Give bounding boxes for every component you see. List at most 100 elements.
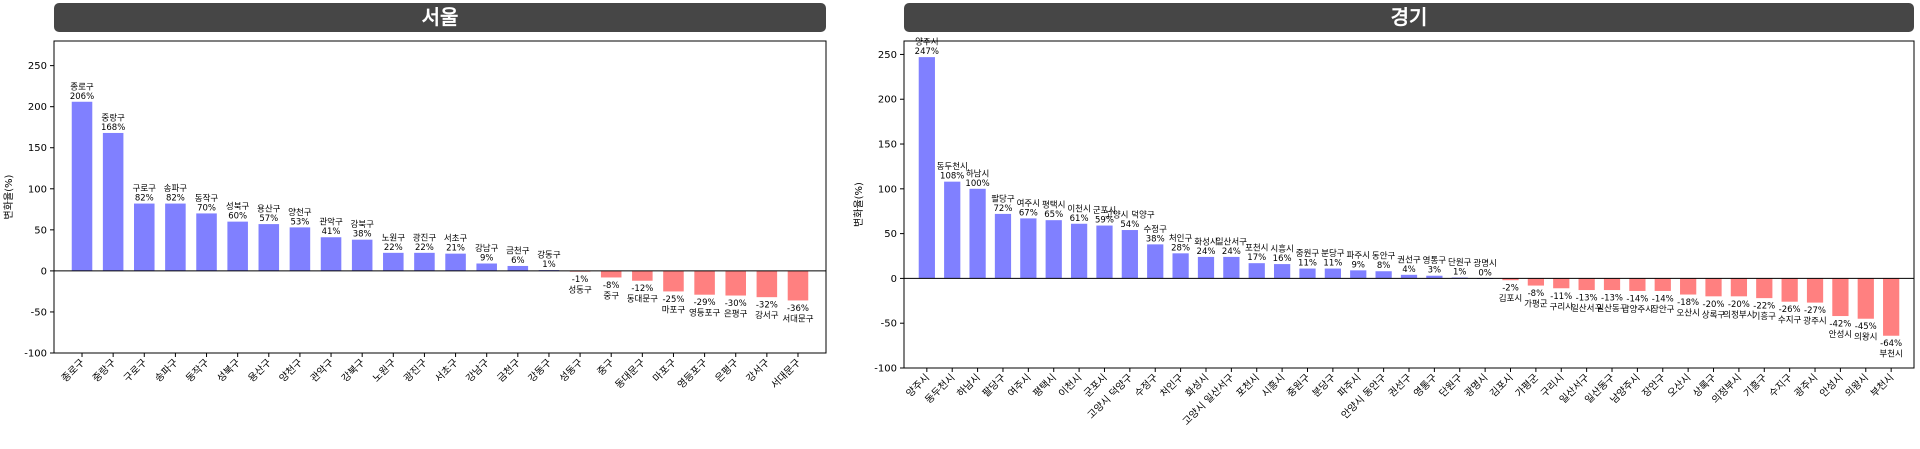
bar-data-label: 포천시 <box>1245 243 1268 254</box>
bar <box>994 213 1012 279</box>
bar-data-label: 오산시 <box>1676 308 1699 319</box>
bar <box>1223 256 1240 279</box>
bar-data-label: 파주시 <box>1347 251 1370 261</box>
bar-data-label: 41% <box>322 227 341 237</box>
x-tick-label: 수정구 <box>1132 372 1160 400</box>
bar <box>1527 278 1545 286</box>
bar-data-label: 시흥시 <box>1270 244 1293 255</box>
bar <box>1756 278 1773 299</box>
bar-data-label: 서초구 <box>444 234 468 244</box>
bar <box>632 270 653 281</box>
bar <box>600 270 622 278</box>
bar-data-label: 고양시 덕양구 <box>1105 210 1155 221</box>
bar-data-label: 김포시 <box>1499 293 1522 304</box>
bar <box>663 270 684 292</box>
bar-data-label: -26% <box>1779 305 1801 315</box>
bar <box>1273 264 1291 279</box>
bar-data-label: 수지구 <box>1778 316 1802 326</box>
y-tick-label: 50 <box>884 229 897 240</box>
bar-data-label: -13% <box>1601 294 1623 304</box>
bar-data-label: 강남구 <box>475 243 499 254</box>
bar <box>918 57 935 279</box>
bar-data-label: -2% <box>1502 284 1519 294</box>
bar-data-label: 구리시 <box>1550 302 1573 312</box>
x-tick-label: 포천시 <box>1234 372 1262 400</box>
plot-frame <box>53 40 827 354</box>
bar <box>1400 274 1418 279</box>
bar-data-label: 하남시 <box>966 168 989 179</box>
bar <box>1172 253 1189 279</box>
bar-data-label: 종로구 <box>70 82 94 92</box>
bar-data-label: 82% <box>166 194 185 204</box>
bar-data-label: 4% <box>1402 265 1416 275</box>
bar-data-label: 일산동구 <box>1596 303 1627 314</box>
bar-data-label: 기흥구 <box>1753 311 1777 322</box>
x-tick-label: 김포시 <box>1488 372 1516 400</box>
bar-data-label: -20% <box>1728 300 1750 310</box>
bar-data-label: 21% <box>446 244 465 254</box>
bar <box>1020 218 1037 279</box>
bar-data-label: -20% <box>1703 300 1725 310</box>
bar-data-label: 6% <box>511 256 525 266</box>
bar-data-label: 중구 <box>603 291 619 301</box>
bar-data-label: 65% <box>1044 210 1063 220</box>
bar <box>102 132 124 271</box>
bar-data-label: 광주시 <box>1803 316 1826 327</box>
y-tick-label: 250 <box>878 50 897 61</box>
bar <box>1806 278 1824 303</box>
bar-data-label: -42% <box>1829 320 1851 330</box>
bar-data-label: 양주시 <box>915 37 938 48</box>
x-tick-label: 오산시 <box>1665 372 1693 400</box>
seoul-chart: -100-50050100150200250변화율(%)종로구206%종로구중랑… <box>3 40 827 391</box>
seoul-title-bar: 서울 <box>54 3 826 32</box>
bar-data-label: 광진구 <box>413 232 437 243</box>
bar <box>351 239 373 271</box>
y-tick-label: 50 <box>34 225 47 236</box>
bar-data-label: 108% <box>940 172 964 182</box>
bar-data-label: 남양주시 <box>1622 304 1653 315</box>
bar-data-label: 강서구 <box>755 310 779 321</box>
x-tick-label: 처인구 <box>1158 372 1186 400</box>
bar <box>1781 278 1798 302</box>
bar-data-label: 동작구 <box>195 193 219 204</box>
bar-data-label: 화성시 <box>1194 237 1217 247</box>
bar-data-label: 16% <box>1273 254 1292 264</box>
bar <box>1832 278 1849 317</box>
bar <box>1730 278 1748 297</box>
bar-data-label: 8% <box>1377 261 1391 271</box>
y-tick-label: -50 <box>31 307 47 318</box>
bar-data-label: -29% <box>694 298 716 308</box>
bar-data-label: 구로구 <box>133 184 157 194</box>
bar <box>320 237 342 271</box>
bar <box>787 270 809 301</box>
bar-data-label: 22% <box>384 243 403 253</box>
bar <box>1197 256 1215 279</box>
bar <box>1654 278 1671 291</box>
bar-data-label: -18% <box>1677 298 1699 308</box>
bar <box>1603 278 1621 291</box>
bar-data-label: -8% <box>603 281 620 291</box>
bar <box>196 213 217 271</box>
bar-data-label: 38% <box>1146 234 1165 244</box>
bar-data-label: 54% <box>1120 220 1139 230</box>
y-tick-label: 150 <box>28 143 47 154</box>
x-tick-label: 부천시 <box>1868 372 1896 400</box>
bar-data-label: 1% <box>1453 268 1467 278</box>
bar-data-label: 영통구 <box>1423 255 1447 266</box>
bar <box>1883 278 1900 336</box>
bar-data-label: 82% <box>135 194 154 204</box>
bar-data-label: 57% <box>259 214 278 224</box>
x-tick-label: 분당구 <box>1310 372 1338 400</box>
bar-data-label: 서대문구 <box>782 314 813 324</box>
bar-data-label: 28% <box>1171 243 1190 253</box>
bar-data-label: -64% <box>1880 339 1902 349</box>
bar-data-label: 61% <box>1070 214 1089 224</box>
x-tick-label: 팔당구 <box>980 372 1008 400</box>
bar-data-label: 중랑구 <box>101 112 125 123</box>
y-tick-label: 0 <box>41 266 47 277</box>
bar <box>1426 275 1443 279</box>
bar <box>1857 278 1874 319</box>
bar-data-label: 24% <box>1197 247 1216 257</box>
bar-data-label: 성동구 <box>568 286 592 296</box>
bar-data-label: -14% <box>1652 294 1674 304</box>
